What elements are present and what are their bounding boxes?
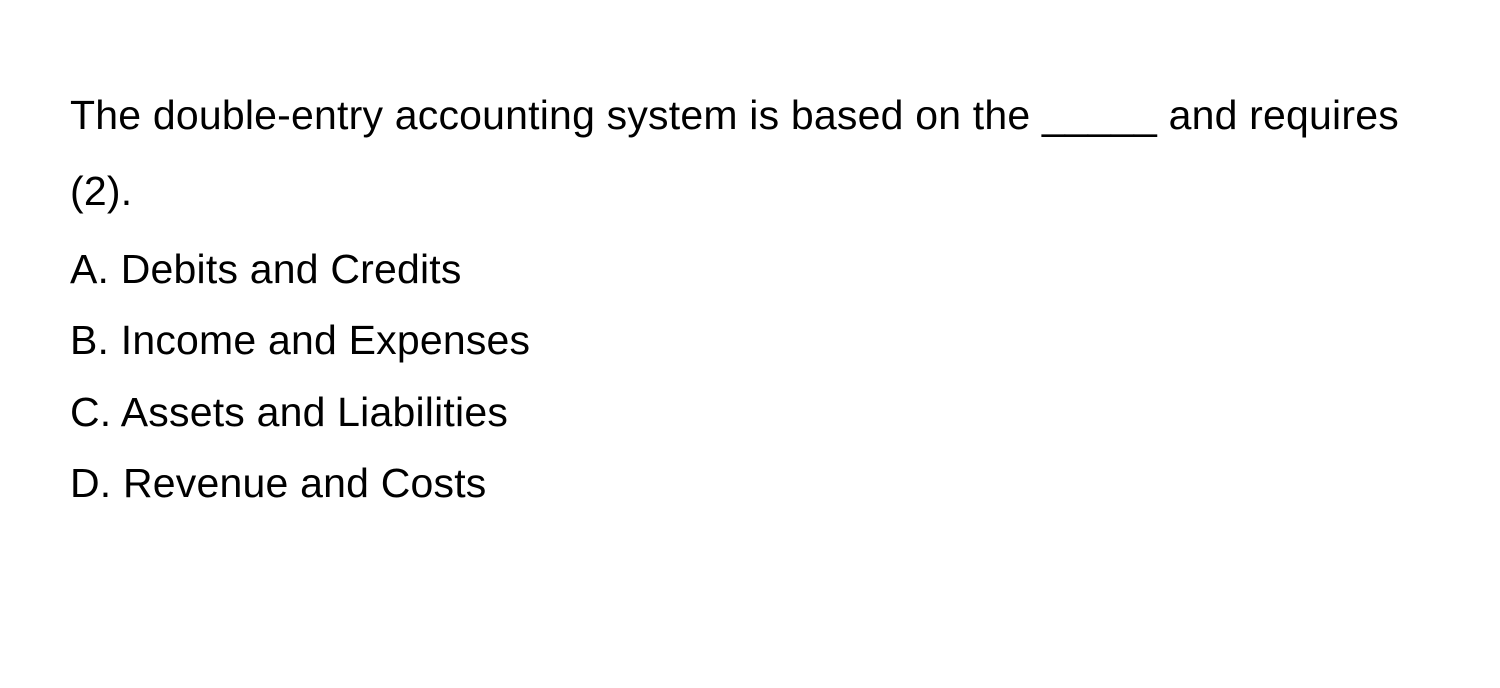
option-b-label: B.	[70, 317, 109, 363]
option-c-text: Assets and Liabilities	[121, 389, 508, 435]
option-c: C. Assets and Liabilities	[70, 381, 1430, 445]
option-a: A. Debits and Credits	[70, 238, 1430, 302]
option-d: D. Revenue and Costs	[70, 452, 1430, 516]
question-text: The double-entry accounting system is ba…	[70, 78, 1430, 230]
option-b-text: Income and Expenses	[121, 317, 531, 363]
option-c-label: C.	[70, 389, 111, 435]
option-a-label: A.	[70, 246, 109, 292]
option-d-label: D.	[70, 460, 111, 506]
option-b: B. Income and Expenses	[70, 309, 1430, 373]
option-a-text: Debits and Credits	[121, 246, 462, 292]
option-d-text: Revenue and Costs	[123, 460, 487, 506]
